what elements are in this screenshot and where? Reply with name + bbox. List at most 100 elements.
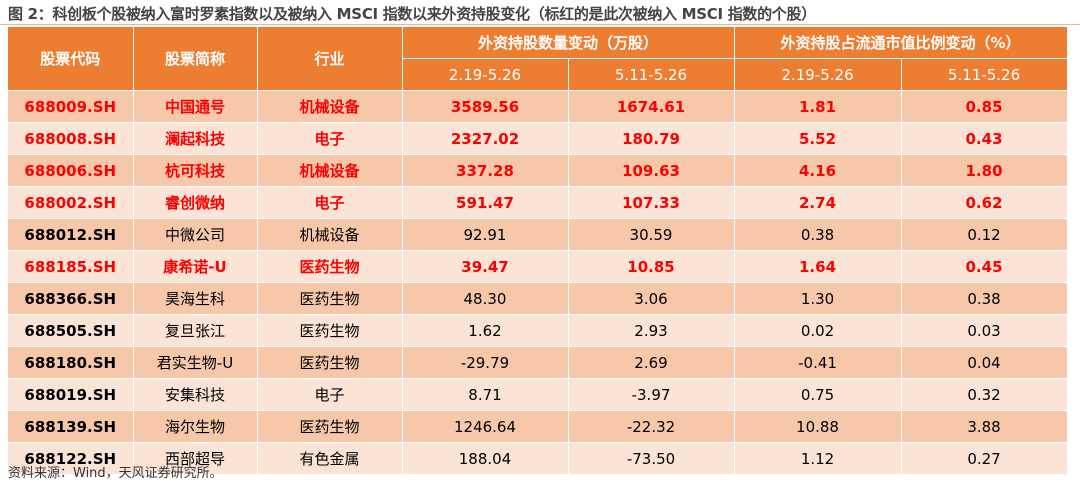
cell-industry: 医药生物 <box>257 250 403 283</box>
cell-industry: 机械设备 <box>257 90 403 123</box>
cell-d: 0.45 <box>901 250 1068 283</box>
cell-code: 688009.SH <box>8 90 134 123</box>
cell-industry: 电子 <box>257 378 403 411</box>
cell-code: 688185.SH <box>8 250 134 283</box>
cell-name: 杭可科技 <box>133 154 258 187</box>
table-row: 688180.SH 君实生物-U 医药生物 -29.79 2.69 -0.41 0.04 <box>8 346 1068 379</box>
cell-c: 1.12 <box>734 442 902 475</box>
table-row: 688505.SH 复旦张江 医药生物 1.62 2.93 0.02 0.03 <box>8 314 1068 347</box>
cell-code: 688505.SH <box>8 314 134 347</box>
cell-d: 0.32 <box>901 378 1068 411</box>
cell-code: 688180.SH <box>8 346 134 379</box>
table-row: 688122.SH 西部超导 有色金属 188.04 -73.50 1.12 0.27 <box>8 442 1068 475</box>
cell-a: 1.62 <box>402 314 569 347</box>
cell-name: 昊海生科 <box>133 282 258 315</box>
table-row: 688185.SH 康希诺-U 医药生物 39.47 10.85 1.64 0.45 <box>8 250 1068 283</box>
header-period: 5.11-5.26 <box>568 58 735 91</box>
cell-c: 0.38 <box>734 218 902 251</box>
cell-c: 5.52 <box>734 122 902 155</box>
cell-code: 688366.SH <box>8 282 134 315</box>
cell-industry: 电子 <box>257 122 403 155</box>
table-row: 688139.SH 海尔生物 医药生物 1246.64 -22.32 10.88 3.88 <box>8 410 1068 443</box>
cell-code: 688002.SH <box>8 186 134 219</box>
cell-industry: 医药生物 <box>257 410 403 443</box>
cell-industry: 机械设备 <box>257 218 403 251</box>
cell-c: 2.74 <box>734 186 902 219</box>
cell-code: 688122.SH <box>8 442 134 475</box>
cell-industry: 医药生物 <box>257 314 403 347</box>
header-period: 2.19-5.26 <box>734 58 902 91</box>
header-period: 5.11-5.26 <box>901 58 1068 91</box>
cell-b: 30.59 <box>568 218 735 251</box>
table-row: 688008.SH 澜起科技 电子 2327.02 180.79 5.52 0.43 <box>8 122 1068 155</box>
cell-d: 0.04 <box>901 346 1068 379</box>
cell-industry: 电子 <box>257 186 403 219</box>
cell-d: 0.27 <box>901 442 1068 475</box>
cell-b: -3.97 <box>568 378 735 411</box>
cell-a: 337.28 <box>402 154 569 187</box>
cell-c: 0.02 <box>734 314 902 347</box>
cell-a: 188.04 <box>402 442 569 475</box>
header-holding-ratio: 外资持股占流通市值比例变动（%） <box>734 27 1068 59</box>
cell-name: 复旦张江 <box>133 314 258 347</box>
header-code: 股票代码 <box>8 27 134 91</box>
cell-b: 2.93 <box>568 314 735 347</box>
cell-a: 591.47 <box>402 186 569 219</box>
cell-b: 107.33 <box>568 186 735 219</box>
cell-code: 688019.SH <box>8 378 134 411</box>
cell-a: 2327.02 <box>402 122 569 155</box>
cell-name: 君实生物-U <box>133 346 258 379</box>
cell-d: 3.88 <box>901 410 1068 443</box>
cell-industry: 有色金属 <box>257 442 403 475</box>
title-divider <box>0 24 1080 25</box>
figure-title: 图 2：科创板个股被纳入富时罗素指数以及被纳入 MSCI 指数以来外资持股变化（… <box>8 5 816 23</box>
cell-b: 1674.61 <box>568 90 735 123</box>
table-row: 688012.SH 中微公司 机械设备 92.91 30.59 0.38 0.12 <box>8 218 1068 251</box>
cell-a: 92.91 <box>402 218 569 251</box>
cell-industry: 机械设备 <box>257 154 403 187</box>
cell-c: 1.64 <box>734 250 902 283</box>
cell-name: 安集科技 <box>133 378 258 411</box>
cell-a: 39.47 <box>402 250 569 283</box>
cell-b: 3.06 <box>568 282 735 315</box>
table-row: 688366.SH 昊海生科 医药生物 48.30 3.06 1.30 0.38 <box>8 282 1068 315</box>
cell-industry: 医药生物 <box>257 282 403 315</box>
cell-c: 4.16 <box>734 154 902 187</box>
header-holding-quantity: 外资持股数量变动（万股） <box>402 27 735 59</box>
cell-name: 中微公司 <box>133 218 258 251</box>
cell-name: 西部超导 <box>133 442 258 475</box>
cell-code: 688008.SH <box>8 122 134 155</box>
cell-d: 0.12 <box>901 218 1068 251</box>
cell-a: -29.79 <box>402 346 569 379</box>
table-row: 688002.SH 睿创微纳 电子 591.47 107.33 2.74 0.62 <box>8 186 1068 219</box>
cell-b: -73.50 <box>568 442 735 475</box>
cell-a: 48.30 <box>402 282 569 315</box>
cell-c: 1.81 <box>734 90 902 123</box>
cell-code: 688012.SH <box>8 218 134 251</box>
cell-c: 0.75 <box>734 378 902 411</box>
cell-industry: 医药生物 <box>257 346 403 379</box>
cell-c: -0.41 <box>734 346 902 379</box>
cell-b: 180.79 <box>568 122 735 155</box>
cell-b: -22.32 <box>568 410 735 443</box>
foreign-holding-table: 股票代码 股票简称 行业 外资持股数量变动（万股） 外资持股占流通市值比例变动（… <box>8 27 1068 475</box>
cell-d: 1.80 <box>901 154 1068 187</box>
cell-a: 3589.56 <box>402 90 569 123</box>
cell-b: 109.63 <box>568 154 735 187</box>
cell-name: 海尔生物 <box>133 410 258 443</box>
cell-name: 康希诺-U <box>133 250 258 283</box>
cell-name: 睿创微纳 <box>133 186 258 219</box>
header-name: 股票简称 <box>133 27 258 91</box>
cell-name: 中国通号 <box>133 90 258 123</box>
cell-name: 澜起科技 <box>133 122 258 155</box>
cell-c: 1.30 <box>734 282 902 315</box>
cell-d: 0.85 <box>901 90 1068 123</box>
cell-d: 0.62 <box>901 186 1068 219</box>
cell-b: 10.85 <box>568 250 735 283</box>
cell-d: 0.38 <box>901 282 1068 315</box>
header-period: 2.19-5.26 <box>402 58 569 91</box>
cell-a: 8.71 <box>402 378 569 411</box>
cell-d: 0.43 <box>901 122 1068 155</box>
table-row: 688006.SH 杭可科技 机械设备 337.28 109.63 4.16 1.80 <box>8 154 1068 187</box>
table-row: 688019.SH 安集科技 电子 8.71 -3.97 0.75 0.32 <box>8 378 1068 411</box>
